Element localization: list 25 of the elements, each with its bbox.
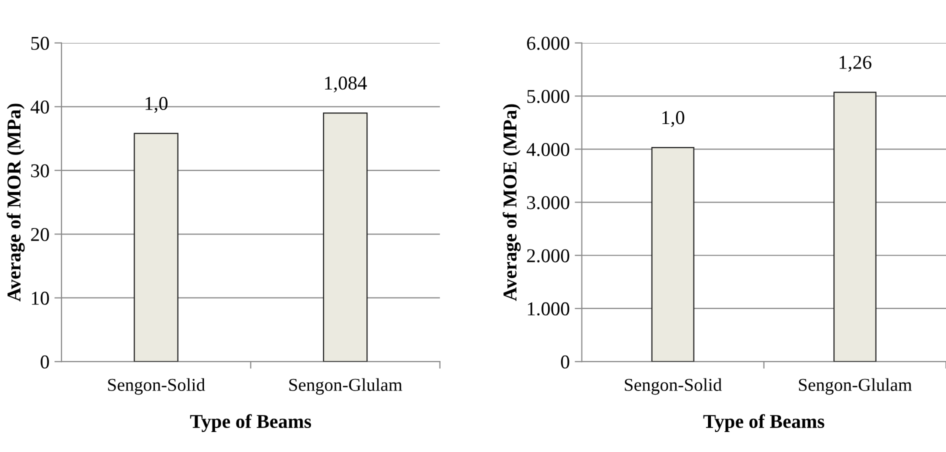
x-tick-label: Sengon-Glulam: [289, 378, 402, 395]
x-tick-label: Sengon-Glulam: [798, 378, 912, 395]
y-tick-label: 40: [30, 100, 49, 114]
y-tick-label: 4.000: [526, 142, 570, 156]
y-tick-label: 5.000: [527, 90, 570, 104]
x-axis-title: Type of Beams: [703, 414, 824, 432]
annotation: 1,0: [146, 96, 168, 113]
y-tick-label: 3.000: [527, 196, 570, 210]
annotation: 1,0: [662, 111, 684, 127]
y-axis-title: Average of MOR (MPa): [6, 104, 25, 302]
y-tick-label: 2.000: [527, 249, 570, 262]
y-tick-label: 30: [31, 164, 49, 178]
x-tick-label: Sengon-Solid: [624, 378, 722, 395]
y-tick-label: 10: [32, 292, 49, 305]
annotation: 1,26: [840, 56, 872, 72]
y-tick-label: 50: [31, 36, 49, 50]
y-tick-label: 1.000: [528, 302, 570, 316]
y-axis-title: Average of MOE (MPa): [502, 104, 521, 301]
y-tick-label: 0: [40, 355, 49, 369]
x-axis-title: Type of Beams: [190, 414, 312, 432]
annotation: 1,084: [325, 76, 367, 92]
x-tick-label: Sengon-Solid: [108, 378, 206, 395]
y-tick-label: 6.000: [527, 36, 570, 50]
y-tick-label: 0: [561, 355, 570, 369]
y-tick-label: 20: [31, 228, 49, 242]
